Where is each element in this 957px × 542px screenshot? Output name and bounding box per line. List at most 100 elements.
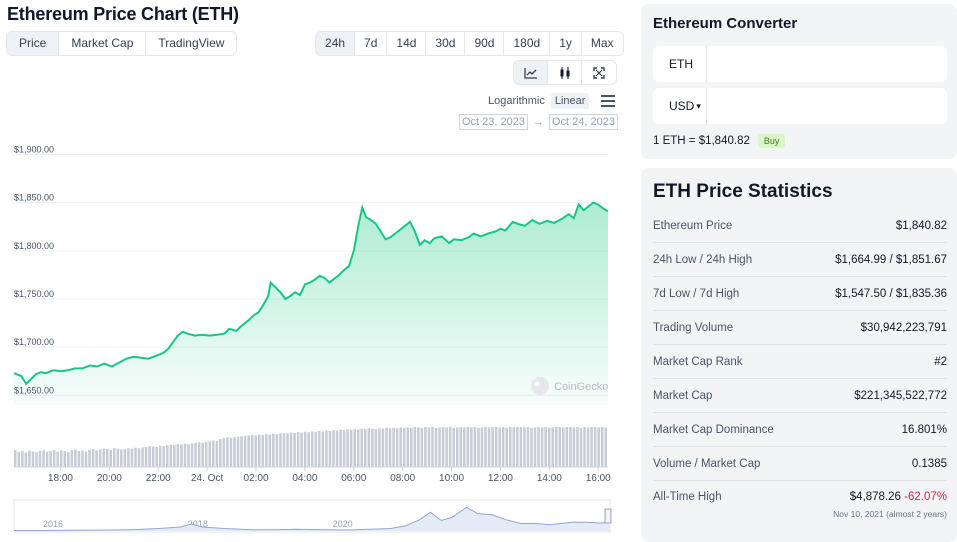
- range-180d[interactable]: 180d: [504, 32, 551, 55]
- range-14d[interactable]: 14d: [387, 32, 427, 55]
- volume-bar: [250, 435, 254, 467]
- y-tick-label: $1,850.00: [14, 193, 54, 203]
- chart-type-tabs: [513, 60, 617, 85]
- tab-market-cap[interactable]: Market Cap: [59, 32, 147, 55]
- usd-currency-select[interactable]: USD ▾: [653, 88, 707, 124]
- range-1y[interactable]: 1y: [550, 32, 582, 55]
- navigator-chart[interactable]: 2016201820202022: [0, 497, 620, 542]
- volume-bar: [501, 427, 505, 467]
- stat-row: Trading Volume $30,942,223,791: [653, 311, 947, 345]
- coingecko-logo-icon: [531, 377, 549, 395]
- stat-label: All-Time High: [653, 491, 722, 503]
- stat-value: $1,664.99 / $1,851.67: [835, 253, 947, 266]
- volume-bar: [52, 450, 56, 467]
- volume-bar: [21, 451, 24, 467]
- volume-bar: [569, 427, 572, 467]
- volume-bar: [434, 427, 438, 467]
- volume-bar: [544, 427, 547, 467]
- volume-bar: [289, 432, 293, 467]
- volume-bar: [300, 432, 303, 467]
- volume-bar: [371, 428, 374, 467]
- volume-bar: [420, 427, 424, 467]
- ath-date: Nov 10, 2021 (almost 2 years): [833, 509, 947, 519]
- volume-bar: [123, 449, 127, 467]
- stat-label: Ethereum Price: [653, 219, 733, 232]
- volume-bar: [45, 451, 49, 467]
- volume-bar: [367, 428, 371, 467]
- tab-tradingview[interactable]: TradingView: [158, 36, 225, 50]
- volume-bar: [583, 427, 586, 467]
- usd-amount-input[interactable]: [707, 88, 947, 124]
- volume-bar: [229, 437, 233, 467]
- fullscreen-button[interactable]: [582, 61, 616, 84]
- menu-icon[interactable]: [601, 95, 616, 107]
- stat-row: Market Cap $221,345,522,772: [653, 379, 947, 413]
- price-area-fill: [14, 202, 608, 405]
- volume-bar: [572, 427, 576, 467]
- stat-label: 7d Low / 7d High: [653, 287, 740, 300]
- line-chart-button[interactable]: [514, 61, 548, 84]
- coingecko-watermark: CoinGecko: [531, 377, 608, 395]
- range-max[interactable]: Max: [590, 36, 614, 50]
- volume-bar: [565, 427, 569, 467]
- stat-label: Market Cap Dominance: [653, 423, 774, 436]
- eth-amount-input[interactable]: [707, 46, 947, 82]
- volume-bar: [579, 427, 583, 467]
- price-chart[interactable]: $1,650.00$1,700.00$1,750.00$1,800.00$1,8…: [0, 140, 620, 485]
- candlestick-button[interactable]: [548, 61, 582, 84]
- stats-title: ETH Price Statistics: [653, 181, 833, 202]
- volume-bar: [194, 443, 197, 467]
- volume-bar: [257, 434, 261, 467]
- navigator-handle[interactable]: [604, 508, 612, 524]
- volume-bar: [293, 433, 296, 467]
- volume-bar: [282, 433, 286, 467]
- volume-bar: [463, 427, 466, 467]
- date-from-input[interactable]: Oct 23, 2023: [459, 114, 528, 130]
- x-tick-label: 12:00: [488, 473, 513, 484]
- volume-bar: [537, 427, 540, 467]
- volume-bar: [201, 442, 204, 467]
- range-30d[interactable]: 30d: [426, 32, 466, 55]
- date-to-input[interactable]: Oct 24, 2023: [549, 114, 618, 130]
- volume-bar: [38, 451, 42, 467]
- volume-bar: [455, 427, 459, 467]
- range-7d[interactable]: 7d: [355, 32, 388, 55]
- volume-bar: [417, 427, 420, 467]
- range-24h[interactable]: 24h: [316, 32, 356, 55]
- volume-bar: [321, 431, 325, 467]
- volume-bar: [56, 451, 59, 467]
- ath-change: -62.07%: [904, 491, 947, 503]
- volume-bar: [70, 450, 74, 467]
- volume-bar: [261, 435, 265, 467]
- range-90d[interactable]: 90d: [465, 32, 505, 55]
- stat-row: Volume / Market Cap 0.1385: [653, 447, 947, 481]
- volume-bar: [593, 427, 597, 467]
- arrow-right-icon: →: [533, 116, 544, 128]
- volume-bar: [441, 427, 445, 467]
- x-tick-label: 22:00: [146, 473, 171, 484]
- volume-bar: [470, 427, 473, 467]
- volume-bar: [413, 427, 417, 467]
- volume-bar: [516, 427, 519, 467]
- volume-bar: [155, 447, 158, 467]
- volume-bar: [586, 427, 590, 467]
- volume-bar: [551, 427, 554, 467]
- volume-bar: [151, 446, 155, 467]
- volume-bar: [81, 450, 84, 467]
- stat-value: 0.1385: [911, 457, 947, 470]
- volume-bar: [243, 435, 247, 467]
- volume-bar: [600, 427, 604, 467]
- volume-bar: [183, 443, 187, 467]
- volume-bar: [360, 428, 364, 467]
- volume-bar: [236, 436, 240, 467]
- stat-label: Volume / Market Cap: [653, 457, 761, 470]
- logarithmic-option[interactable]: Logarithmic: [488, 95, 545, 107]
- tab-price[interactable]: Price: [7, 32, 60, 55]
- volume-bar: [526, 427, 530, 467]
- page-title: Ethereum Price Chart (ETH): [7, 4, 239, 24]
- stat-value: 16.801%: [901, 423, 947, 436]
- buy-button[interactable]: Buy: [757, 134, 786, 148]
- volume-bar: [303, 431, 307, 467]
- volume-bar: [158, 445, 162, 467]
- linear-option[interactable]: Linear: [550, 93, 590, 109]
